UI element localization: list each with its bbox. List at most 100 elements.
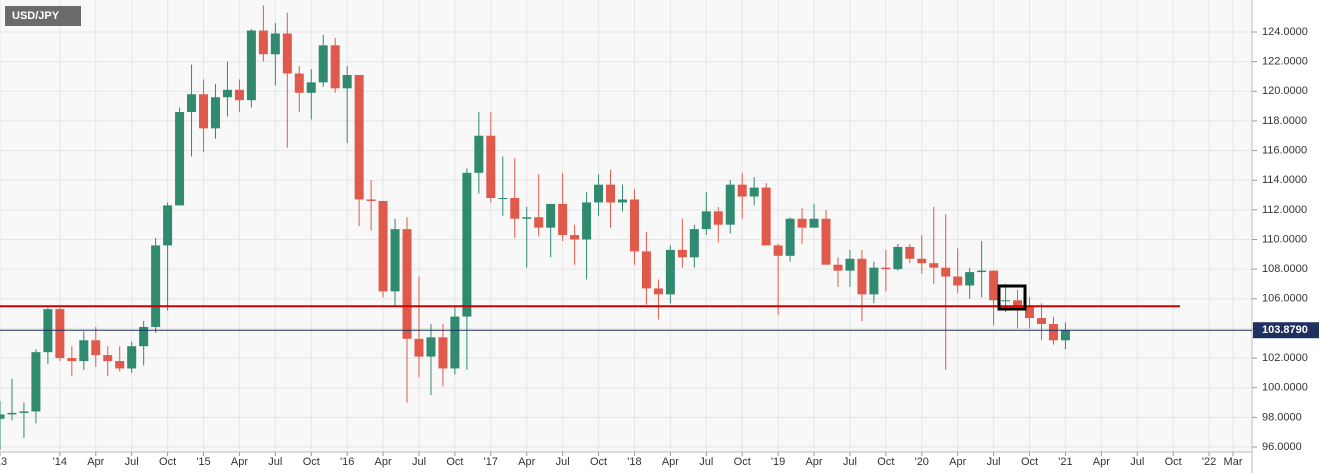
y-tick-label: 112.0000: [1262, 204, 1307, 216]
candle-body: [869, 267, 879, 295]
x-tick-label: Apr: [662, 456, 679, 468]
candle-body: [845, 258, 855, 271]
candle-body: [665, 249, 675, 295]
candle-body: [977, 270, 987, 273]
candle-body: [641, 251, 651, 289]
candle-body: [79, 340, 89, 362]
x-tick-label: Jul: [268, 456, 282, 468]
candle-body: [318, 45, 328, 83]
y-tick-label: 98.0000: [1262, 411, 1302, 423]
candle-body: [905, 246, 915, 259]
x-tick-label: '22: [1202, 456, 1216, 468]
x-tick-label: Oct: [877, 456, 894, 468]
candle-body: [91, 340, 101, 356]
y-tick-label: 118.0000: [1262, 115, 1307, 127]
candle-body: [426, 337, 436, 357]
x-tick-label: '17: [484, 456, 498, 468]
candle-body: [210, 97, 220, 129]
candle-body: [342, 74, 352, 89]
plot-area: [0, 0, 1252, 452]
candle-body: [713, 211, 723, 225]
candle-body: [606, 184, 616, 203]
candle-body: [378, 200, 388, 292]
candle-body: [653, 288, 663, 295]
candle-body: [1048, 323, 1058, 341]
candle-body: [618, 199, 627, 203]
candle-body: [510, 198, 520, 219]
x-tick-label: Oct: [446, 456, 463, 468]
candle-body: [821, 218, 831, 265]
chart-title: USD/JPY: [12, 10, 60, 22]
candle-body: [881, 267, 891, 270]
candle-body: [498, 198, 508, 200]
candle-body: [749, 187, 759, 197]
candle-body: [965, 272, 975, 286]
x-tick-label: Mar: [1224, 456, 1243, 468]
candle-body: [19, 411, 29, 413]
candle-body: [55, 309, 65, 359]
candle-body: [282, 33, 292, 74]
x-tick-label: Apr: [949, 456, 966, 468]
x-tick-label: Oct: [159, 456, 176, 468]
candle-body: [402, 229, 412, 339]
candle-body: [701, 211, 711, 230]
x-tick-label: Jul: [125, 456, 139, 468]
x-tick-label: Apr: [1093, 456, 1110, 468]
candle-body: [199, 94, 209, 129]
candle-body: [857, 258, 867, 295]
candle-body: [941, 267, 951, 277]
candle-body: [7, 412, 17, 415]
candle-body: [785, 218, 795, 256]
x-tick-label: '20: [915, 456, 929, 468]
candle-body: [725, 184, 735, 225]
candle-body: [258, 30, 268, 55]
x-tick-label: '13: [0, 456, 7, 468]
x-tick-label: Oct: [1165, 456, 1182, 468]
candle-body: [67, 358, 77, 362]
candle-body: [486, 135, 496, 199]
x-tick-label: Apr: [375, 456, 392, 468]
y-tick-label: 124.0000: [1262, 26, 1308, 38]
y-tick-label: 100.0000: [1262, 382, 1308, 394]
candle-body: [187, 94, 197, 113]
x-tick-label: Apr: [518, 456, 535, 468]
candle-body: [953, 276, 963, 286]
title-box: [5, 6, 81, 26]
candle-body: [917, 258, 927, 264]
x-tick-label: Oct: [734, 456, 751, 468]
x-tick-label: Oct: [590, 456, 607, 468]
highlight-box: [997, 284, 1027, 311]
x-tick-label: '19: [771, 456, 785, 468]
candle-body: [629, 199, 639, 252]
candle-body: [438, 337, 448, 369]
y-tick-label: 116.0000: [1262, 144, 1307, 156]
candle-body: [306, 82, 316, 93]
candle-body: [989, 270, 999, 301]
y-tick-label: 102.0000: [1262, 352, 1308, 364]
x-tick-label: '16: [340, 456, 354, 468]
candle-body: [103, 355, 113, 362]
candle-body: [127, 346, 137, 369]
candle-body: [366, 199, 376, 201]
candle-body: [390, 229, 400, 292]
candle-body: [773, 245, 783, 256]
x-tick-label: Oct: [303, 456, 320, 468]
x-tick-label: '14: [53, 456, 67, 468]
candle-body: [294, 73, 304, 93]
x-tick-label: Apr: [87, 456, 104, 468]
candle-body: [737, 184, 747, 197]
candle-body: [270, 33, 280, 55]
last-price-label: 103.8790: [1262, 324, 1308, 336]
y-tick-label: 114.0000: [1262, 174, 1307, 186]
candle-body: [115, 361, 125, 369]
candle-body: [893, 246, 903, 270]
candle-body: [414, 338, 424, 357]
candle-body: [809, 218, 819, 228]
candle-body: [354, 74, 364, 200]
candle-body: [462, 172, 472, 317]
last-price-box: [1253, 322, 1319, 339]
x-tick-label: Jul: [843, 456, 857, 468]
y-tick-label: 110.0000: [1262, 233, 1307, 245]
candle-body: [797, 218, 807, 228]
